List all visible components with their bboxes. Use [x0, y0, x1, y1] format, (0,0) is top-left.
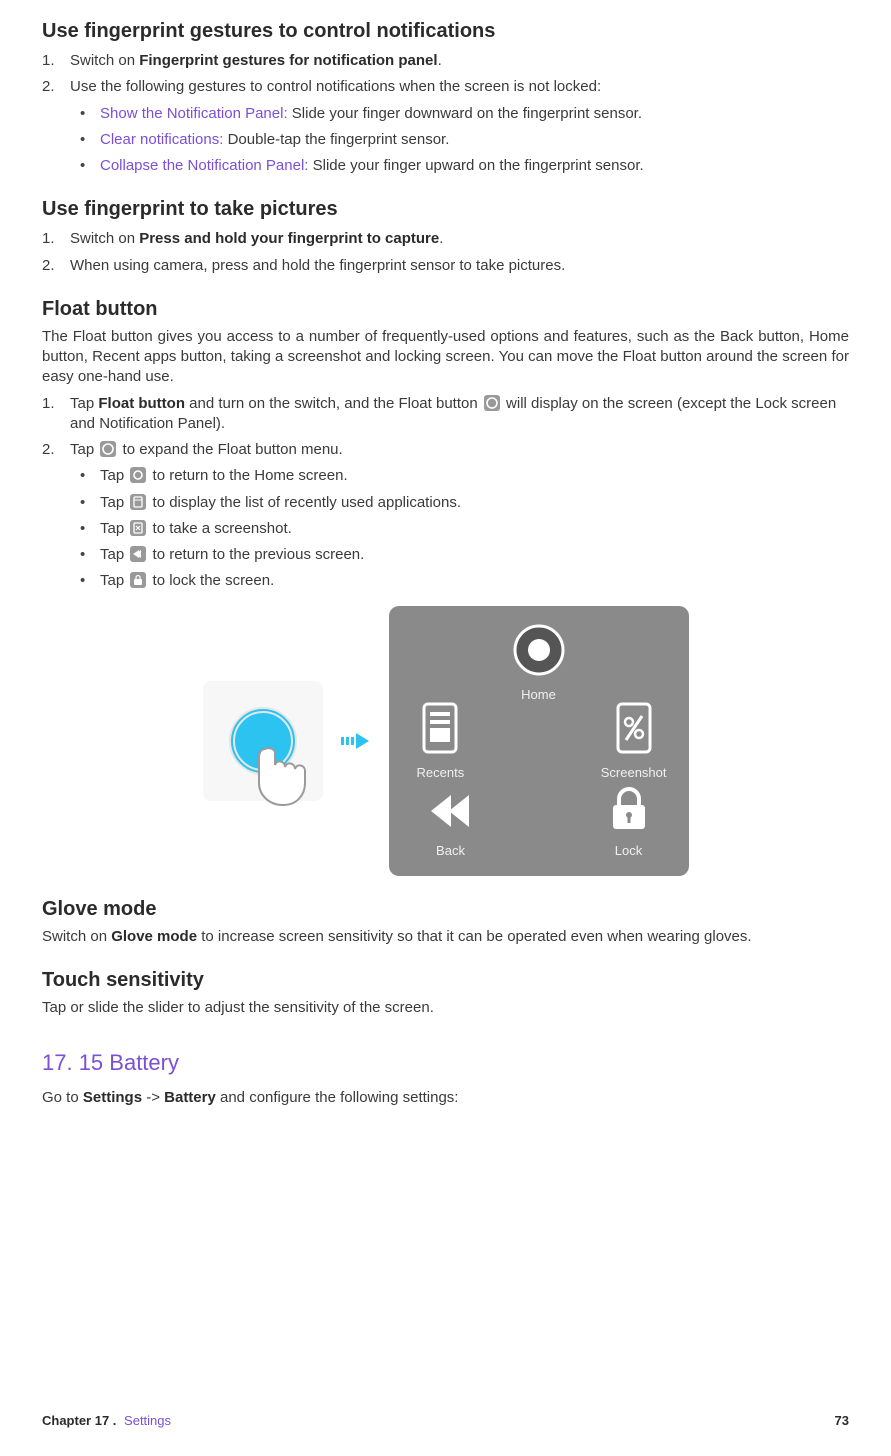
list-item: 1. Switch on Press and hold your fingerp… [42, 229, 849, 249]
heading-fp-pictures: Use fingerprint to take pictures [42, 196, 849, 223]
list-item: Tap to take a screenshot. [70, 519, 849, 539]
step-number: 1. [42, 51, 64, 71]
heading-touch-sensitivity: Touch sensitivity [42, 967, 849, 994]
step-text: Switch on Press and hold your fingerprin… [70, 230, 443, 247]
hand-pointer-icon [247, 743, 317, 813]
touch-gesture-tile [203, 681, 323, 801]
list-item: 2. When using camera, press and hold the… [42, 256, 849, 276]
step-text: Use the following gestures to control no… [70, 78, 601, 95]
list-item: 1. Tap Float button and turn on the swit… [42, 394, 849, 435]
float-button-icon [484, 395, 500, 411]
gesture-bullets: Show the Notification Panel: Slide your … [70, 104, 849, 177]
list-item: Tap to display the list of recently used… [70, 493, 849, 513]
home-icon [513, 624, 565, 676]
float-steps: 1. Tap Float button and turn on the swit… [42, 394, 849, 592]
document-page: Use fingerprint gestures to control noti… [0, 0, 891, 1456]
recents-icon [420, 702, 460, 754]
step-text: Tap to expand the Float button menu. [70, 441, 343, 458]
float-sub-bullets: Tap to return to the Home screen. Tap to… [70, 466, 849, 591]
list-item: 2. Use the following gestures to control… [42, 77, 849, 176]
screenshot-icon [614, 702, 654, 754]
link-show-panel[interactable]: Show the Notification Panel: [100, 105, 288, 122]
heading-float-button: Float button [42, 296, 849, 323]
float-menu-recents: Recents [417, 702, 465, 782]
link-collapse-panel[interactable]: Collapse the Notification Panel: [100, 157, 308, 174]
recents-icon [130, 494, 146, 510]
glove-text: Switch on Glove mode to increase screen … [42, 927, 849, 947]
list-item: 2. Tap to expand the Float button menu. … [42, 440, 849, 592]
float-button-icon [100, 441, 116, 457]
link-clear-notif[interactable]: Clear notifications: [100, 131, 223, 148]
step-number: 2. [42, 256, 64, 276]
arrow-right-icon [341, 731, 371, 751]
heading-fp-gestures: Use fingerprint gestures to control noti… [42, 18, 849, 45]
float-menu-panel: Home Recents Screenshot Back Lock [389, 606, 689, 876]
list-item: Tap to return to the Home screen. [70, 466, 849, 486]
touch-text: Tap or slide the slider to adjust the se… [42, 998, 849, 1018]
fp-gestures-steps: 1. Switch on Fingerprint gestures for no… [42, 51, 849, 176]
back-icon [130, 546, 146, 562]
float-menu-lock: Lock [607, 787, 651, 859]
page-footer: Chapter 17 . Settings 73 [42, 1412, 849, 1430]
battery-text: Go to Settings -> Battery and configure … [42, 1088, 849, 1108]
screenshot-icon [130, 520, 146, 536]
fp-pictures-steps: 1. Switch on Press and hold your fingerp… [42, 229, 849, 276]
back-icon [425, 791, 477, 831]
home-icon [130, 467, 146, 483]
section-heading-battery: 17. 15 Battery [42, 1048, 849, 1078]
step-number: 1. [42, 394, 64, 414]
list-item: Clear notifications: Double-tap the fing… [70, 130, 849, 150]
step-text: Tap Float button and turn on the switch,… [70, 395, 836, 432]
list-item: 1. Switch on Fingerprint gestures for no… [42, 51, 849, 71]
step-text: Switch on Fingerprint gestures for notif… [70, 52, 442, 69]
float-menu-screenshot: Screenshot [601, 702, 667, 782]
float-menu-home: Home [513, 624, 565, 704]
lock-icon [130, 572, 146, 588]
step-number: 1. [42, 229, 64, 249]
float-button-illustration: Home Recents Screenshot Back Lock [42, 606, 849, 876]
step-number: 2. [42, 77, 64, 97]
float-intro: The Float button gives you access to a n… [42, 327, 849, 388]
footer-left: Chapter 17 . Settings [42, 1412, 171, 1430]
list-item: Show the Notification Panel: Slide your … [70, 104, 849, 124]
step-number: 2. [42, 440, 64, 460]
page-number: 73 [835, 1412, 849, 1430]
list-item: Tap to lock the screen. [70, 571, 849, 591]
lock-icon [607, 787, 651, 831]
heading-glove-mode: Glove mode [42, 896, 849, 923]
float-menu-back: Back [425, 791, 477, 859]
list-item: Tap to return to the previous screen. [70, 545, 849, 565]
step-text: When using camera, press and hold the fi… [70, 257, 565, 274]
list-item: Collapse the Notification Panel: Slide y… [70, 156, 849, 176]
